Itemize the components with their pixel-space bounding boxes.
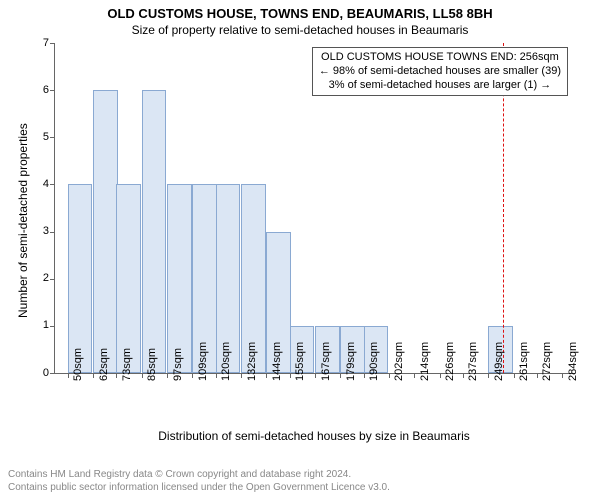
x-tick-label: 249sqm [493,342,505,381]
x-tick [440,373,441,378]
y-tick [50,326,55,327]
y-tick-label: 7 [33,37,49,49]
x-tick-label: 272sqm [541,342,553,381]
x-tick-label: 50sqm [72,348,84,381]
x-tick [93,373,94,378]
histogram-bar [167,184,192,373]
x-tick-label: 214sqm [419,342,431,381]
y-tick-label: 2 [33,272,49,284]
x-tick-label: 97sqm [172,348,184,381]
x-tick [414,373,415,378]
x-tick-label: 237sqm [467,342,479,381]
info-box-line: OLD CUSTOMS HOUSE TOWNS END: 256sqm [319,51,561,65]
x-tick-label: 85sqm [146,348,158,381]
y-tick-label: 1 [33,319,49,331]
x-tick-label: 179sqm [345,342,357,381]
x-tick [364,373,365,378]
info-box-line: 3% of semi-detached houses are larger (1… [319,79,561,93]
y-tick [50,90,55,91]
info-box: OLD CUSTOMS HOUSE TOWNS END: 256sqm← 98%… [312,47,568,96]
chart-title: OLD CUSTOMS HOUSE, TOWNS END, BEAUMARIS,… [0,0,600,21]
footer-line: Contains public sector information licen… [8,482,592,495]
x-tick-label: 167sqm [320,342,332,381]
x-tick-label: 226sqm [444,342,456,381]
x-tick [488,373,489,378]
x-tick [241,373,242,378]
x-tick-label: 62sqm [98,348,110,381]
x-tick [537,373,538,378]
y-tick [50,279,55,280]
y-tick [50,373,55,374]
x-tick-label: 144sqm [271,342,283,381]
figure-container: { "title": "OLD CUSTOMS HOUSE, TOWNS END… [0,0,600,500]
x-tick-label: 261sqm [518,342,530,381]
y-axis-label: Number of semi-detached properties [16,123,30,318]
x-tick-label: 284sqm [567,342,579,381]
x-tick [514,373,515,378]
y-tick-label: 0 [33,367,49,379]
x-tick [340,373,341,378]
x-tick [315,373,316,378]
x-tick [68,373,69,378]
x-tick [192,373,193,378]
y-tick-label: 6 [33,84,49,96]
footer-line: Contains HM Land Registry data © Crown c… [8,469,592,482]
y-tick [50,43,55,44]
y-tick [50,232,55,233]
x-tick [266,373,267,378]
x-tick [290,373,291,378]
x-axis-label: Distribution of semi-detached houses by … [54,429,574,443]
histogram-bar [93,90,118,373]
x-tick-label: 120sqm [220,342,232,381]
x-tick-label: 109sqm [197,342,209,381]
x-tick-label: 202sqm [393,342,405,381]
info-box-line: ← 98% of semi-detached houses are smalle… [319,65,561,79]
y-tick-label: 5 [33,131,49,143]
x-tick-label: 155sqm [294,342,306,381]
x-tick [389,373,390,378]
histogram-bar [116,184,141,373]
footer-attribution: Contains HM Land Registry data © Crown c… [0,465,600,500]
y-tick [50,184,55,185]
x-tick [216,373,217,378]
x-tick [463,373,464,378]
histogram-bar [142,90,167,373]
x-tick [167,373,168,378]
chart-subtitle: Size of property relative to semi-detach… [0,21,600,37]
x-tick [142,373,143,378]
y-tick-label: 4 [33,178,49,190]
histogram-bar [68,184,93,373]
x-tick-label: 73sqm [121,348,133,381]
y-tick [50,137,55,138]
y-tick-label: 3 [33,225,49,237]
x-tick-label: 190sqm [368,342,380,381]
chart-area: Number of semi-detached properties 0 1 2 3 4… [0,37,600,481]
x-tick [116,373,117,378]
x-tick-label: 132sqm [246,342,258,381]
x-tick [562,373,563,378]
